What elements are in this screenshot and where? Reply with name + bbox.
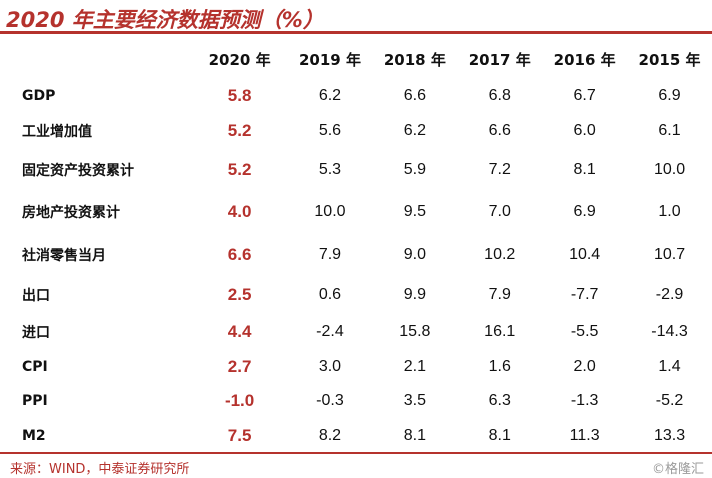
header-corner bbox=[0, 38, 192, 80]
column-header: 2015 年 bbox=[638, 50, 701, 69]
table-row: PPI -1.0 -0.3 3.5 6.3 -1.3 -5.2 bbox=[0, 383, 712, 419]
value-cell: 8.1 bbox=[573, 160, 596, 178]
row-label: M2 bbox=[22, 427, 46, 444]
value-cell: 6.8 bbox=[488, 87, 511, 104]
value-cell: 3.0 bbox=[318, 357, 342, 375]
forecast-value-cell: 6.6 bbox=[227, 244, 252, 264]
value-cell: 6.7 bbox=[573, 87, 596, 104]
forecast-value-cell: 2.7 bbox=[227, 356, 252, 376]
table-title: 2020 年主要经济数据预测（%） bbox=[6, 8, 324, 32]
column-header: 2016 年 bbox=[553, 50, 616, 69]
value-cell: 1.4 bbox=[658, 357, 681, 375]
value-cell: 2.1 bbox=[403, 357, 426, 375]
value-cell: 7.0 bbox=[488, 202, 511, 220]
table-row: GDP 5.8 6.2 6.6 6.8 6.7 6.9 bbox=[0, 80, 712, 112]
value-cell: 9.5 bbox=[403, 202, 426, 220]
forecast-value-cell: 5.2 bbox=[227, 159, 252, 179]
value-cell: -2.4 bbox=[316, 323, 344, 340]
value-cell: 5.9 bbox=[403, 160, 426, 178]
forecast-value-cell: 7.5 bbox=[227, 425, 252, 445]
value-cell: 11.3 bbox=[569, 426, 600, 444]
forecast-value-cell: 2.5 bbox=[227, 285, 252, 304]
value-cell: 10.2 bbox=[484, 245, 516, 263]
table-row: 社消零售当月 6.6 7.9 9.0 10.2 10.4 10.7 bbox=[0, 233, 712, 276]
value-cell: 7.9 bbox=[488, 286, 511, 303]
row-label: 工业增加值 bbox=[22, 123, 92, 140]
value-cell: -1.3 bbox=[570, 392, 599, 409]
forecast-value-cell: -1.0 bbox=[224, 391, 255, 410]
value-cell: 1.6 bbox=[488, 357, 511, 375]
value-cell: 16.1 bbox=[484, 323, 516, 340]
value-cell: 13.3 bbox=[653, 426, 686, 444]
value-cell: -2.9 bbox=[655, 286, 684, 303]
column-header: 2018 年 bbox=[383, 50, 446, 69]
value-cell: 5.6 bbox=[318, 121, 342, 139]
value-cell: -0.3 bbox=[316, 392, 344, 409]
value-cell: 6.6 bbox=[488, 121, 511, 139]
value-cell: 2.0 bbox=[573, 357, 596, 375]
forecast-value-cell: 4.4 bbox=[227, 322, 252, 341]
value-cell: 3.5 bbox=[403, 392, 426, 409]
source-note: 来源：WIND，中泰证券研究所 bbox=[10, 462, 190, 477]
value-cell: 15.8 bbox=[399, 323, 431, 340]
value-cell: -7.7 bbox=[570, 286, 599, 303]
value-cell: -5.5 bbox=[570, 323, 599, 340]
value-cell: 6.2 bbox=[403, 121, 426, 139]
forecast-value-cell: 5.2 bbox=[227, 120, 252, 140]
forecast-table: 2020 年 2019 年 2018 年 2017 年 2016 年 2015 … bbox=[0, 38, 712, 452]
forecast-value-cell: 5.8 bbox=[227, 86, 252, 105]
column-header: 2020 年 bbox=[208, 50, 271, 69]
value-cell: 9.9 bbox=[403, 286, 426, 303]
value-cell: 9.0 bbox=[403, 245, 426, 263]
row-label: CPI bbox=[22, 358, 48, 375]
value-cell: 5.3 bbox=[318, 160, 342, 178]
row-label: PPI bbox=[22, 393, 48, 409]
row-label: 进口 bbox=[22, 325, 50, 341]
table-row: 工业增加值 5.2 5.6 6.2 6.6 6.0 6.1 bbox=[0, 112, 712, 149]
value-cell: 6.9 bbox=[658, 87, 681, 104]
value-cell: 6.3 bbox=[488, 392, 511, 409]
value-cell: 6.0 bbox=[573, 121, 596, 139]
value-cell: -14.3 bbox=[651, 323, 688, 340]
value-cell: 10.0 bbox=[314, 202, 346, 220]
value-cell: 6.2 bbox=[318, 87, 342, 104]
header-row: 2020 年 2019 年 2018 年 2017 年 2016 年 2015 … bbox=[0, 38, 712, 80]
value-cell: 7.2 bbox=[488, 160, 511, 178]
column-header: 2017 年 bbox=[468, 50, 531, 69]
value-cell: -5.2 bbox=[655, 392, 684, 409]
value-cell: 10.0 bbox=[653, 160, 686, 178]
value-cell: 0.6 bbox=[318, 286, 342, 303]
value-cell: 1.0 bbox=[658, 202, 681, 220]
value-cell: 6.1 bbox=[658, 121, 681, 139]
watermark: ©格隆汇 bbox=[651, 462, 704, 477]
table-row: 进口 4.4 -2.4 15.8 16.1 -5.5 -14.3 bbox=[0, 314, 712, 350]
row-label: GDP bbox=[22, 88, 56, 104]
value-cell: 8.2 bbox=[318, 426, 342, 444]
table-row: 固定资产投资累计 5.2 5.3 5.9 7.2 8.1 10.0 bbox=[0, 149, 712, 190]
value-cell: 8.1 bbox=[488, 426, 511, 444]
value-cell: 6.6 bbox=[403, 87, 426, 104]
value-cell: 7.9 bbox=[318, 245, 342, 263]
table-row: M2 7.5 8.2 8.1 8.1 11.3 13.3 bbox=[0, 419, 712, 452]
column-header: 2019 年 bbox=[298, 50, 361, 69]
row-label: 出口 bbox=[22, 288, 50, 304]
row-label: 社消零售当月 bbox=[22, 247, 106, 264]
table-row: CPI 2.7 3.0 2.1 1.6 2.0 1.4 bbox=[0, 350, 712, 383]
title-bar: 2020 年主要经济数据预测（%） bbox=[0, 0, 712, 34]
value-cell: 10.4 bbox=[569, 245, 601, 263]
value-cell: 8.1 bbox=[403, 426, 426, 444]
value-cell: 6.9 bbox=[573, 202, 596, 220]
forecast-value-cell: 4.0 bbox=[227, 201, 252, 221]
row-label: 房地产投资累计 bbox=[22, 204, 120, 221]
table-row: 房地产投资累计 4.0 10.0 9.5 7.0 6.9 1.0 bbox=[0, 190, 712, 233]
row-label: 固定资产投资累计 bbox=[22, 162, 134, 179]
value-cell: 10.7 bbox=[653, 245, 686, 263]
table-row: 出口 2.5 0.6 9.9 7.9 -7.7 -2.9 bbox=[0, 276, 712, 314]
footer: 来源：WIND，中泰证券研究所 ©格隆汇 bbox=[0, 452, 712, 478]
